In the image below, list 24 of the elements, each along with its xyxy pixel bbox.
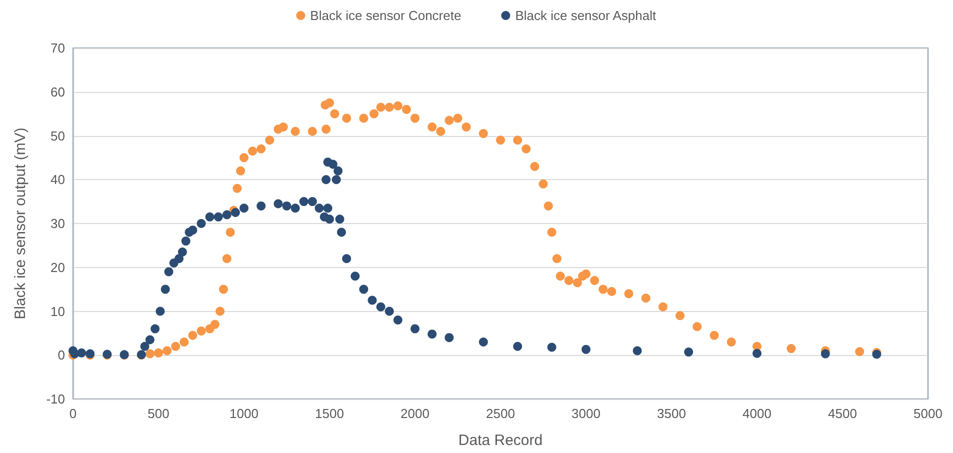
x-tick-label: 1000	[230, 406, 258, 421]
x-tick-label: 1500	[315, 406, 344, 421]
y-tick-label: 0	[58, 348, 65, 363]
y-tick-label: 40	[50, 172, 65, 188]
x-tick-label: 2500	[486, 406, 515, 421]
x-tick-label: 5000	[914, 406, 942, 421]
y-tick-label: 30	[50, 216, 65, 231]
y-tick-label: 10	[50, 304, 65, 319]
y-tick-label: 60	[50, 84, 65, 100]
legend-label: Black ice sensor Asphalt	[515, 8, 656, 23]
x-tick-label: 3000	[572, 406, 600, 421]
y-tick-label: -10	[46, 392, 65, 406]
legend-label: Black ice sensor Concrete	[310, 8, 462, 23]
x-axis-title: Data Record	[458, 432, 543, 449]
x-tick-label: 0	[69, 406, 77, 421]
x-tick-label: 500	[148, 406, 170, 421]
x-tick-label: 4500	[828, 406, 857, 421]
y-tick-label: 50	[50, 128, 65, 144]
y-axis-title: Black ice sensor output (mV)	[12, 128, 29, 320]
x-tick-label: 4000	[742, 406, 772, 421]
x-tick-label: 2000	[400, 406, 430, 421]
x-tick-label: 3500	[657, 406, 686, 421]
y-tick-label: 70	[50, 40, 65, 56]
y-tick-label: 20	[50, 260, 65, 275]
